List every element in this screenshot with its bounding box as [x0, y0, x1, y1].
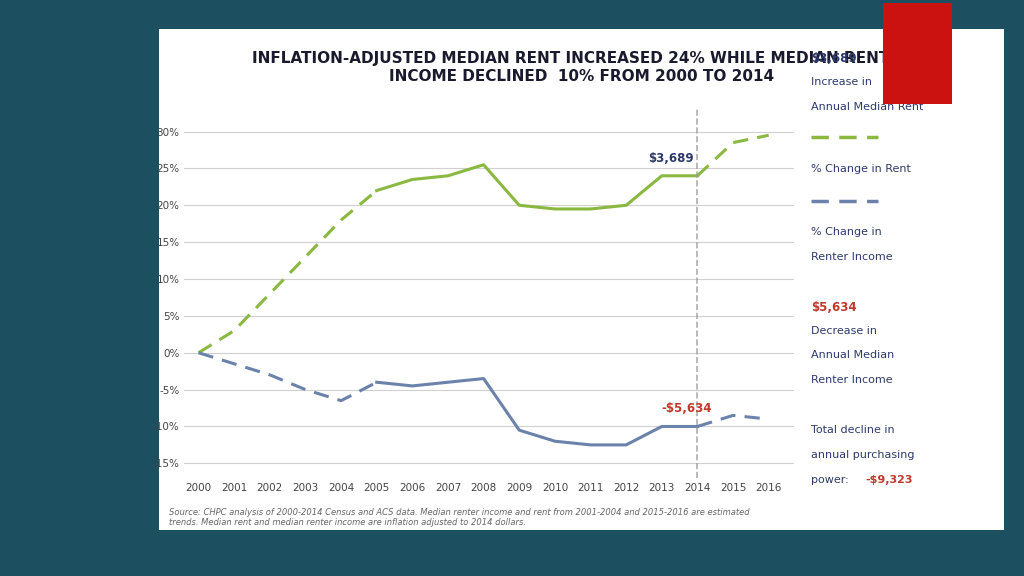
Text: power:: power:	[811, 475, 852, 485]
Text: Total decline in: Total decline in	[811, 425, 895, 435]
Text: Renter Income: Renter Income	[811, 252, 893, 262]
Text: annual purchasing: annual purchasing	[811, 450, 914, 460]
Text: Source: CHPC analysis of 2000-2014 Census and ACS data. Median renter income and: Source: CHPC analysis of 2000-2014 Censu…	[169, 507, 750, 527]
Text: Annual Median: Annual Median	[811, 350, 894, 361]
Text: $3,689: $3,689	[648, 151, 694, 165]
Text: -$5,634: -$5,634	[662, 403, 713, 415]
Text: $3,689: $3,689	[811, 52, 857, 65]
Text: Annual Median Rent: Annual Median Rent	[811, 101, 924, 112]
Text: Increase in: Increase in	[811, 77, 872, 87]
Text: % Change in Rent: % Change in Rent	[811, 164, 911, 174]
Text: INCOME DECLINED  10% FROM 2000 TO 2014: INCOME DECLINED 10% FROM 2000 TO 2014	[389, 69, 774, 84]
Text: INFLATION-ADJUSTED MEDIAN RENT INCREASED 24% WHILE MEDIAN RENTER: INFLATION-ADJUSTED MEDIAN RENT INCREASED…	[252, 51, 911, 66]
Text: Renter Income: Renter Income	[811, 376, 893, 385]
Text: Decrease in: Decrease in	[811, 325, 877, 336]
Text: % Change in: % Change in	[811, 228, 882, 237]
Text: $5,634: $5,634	[811, 301, 857, 314]
Text: -$9,323: -$9,323	[865, 475, 912, 485]
